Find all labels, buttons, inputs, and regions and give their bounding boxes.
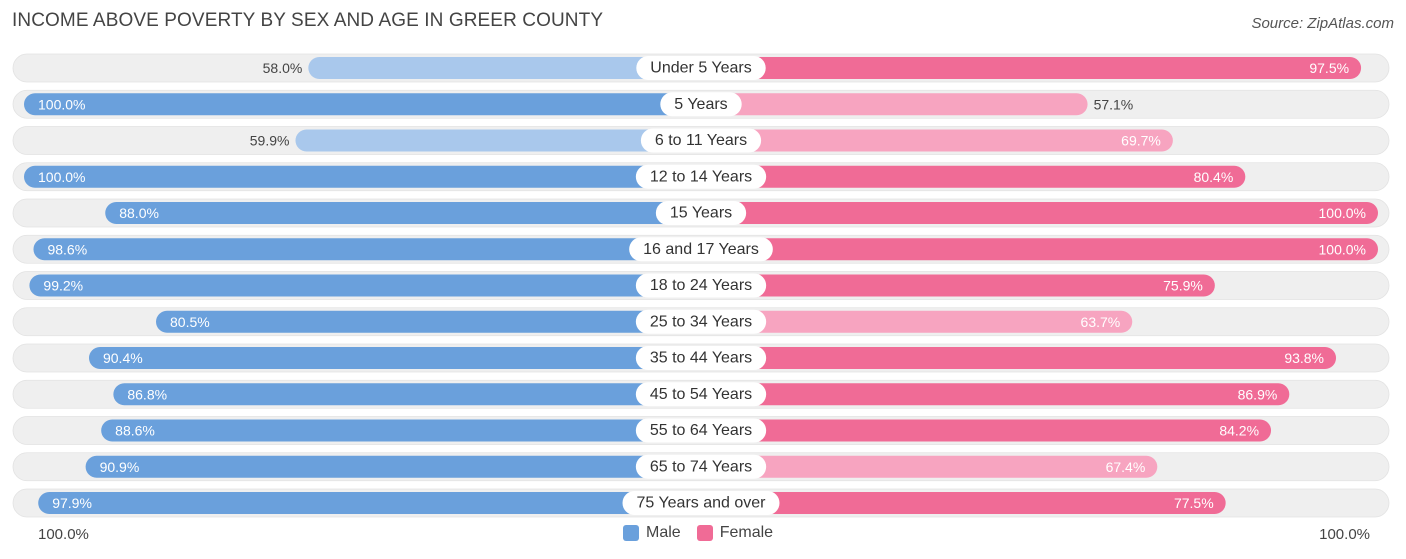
- female-value-label: 57.1%: [1094, 96, 1134, 112]
- legend-item-male[interactable]: Male: [623, 524, 681, 542]
- female-bar: [701, 202, 1378, 224]
- source-note: Source: ZipAtlas.com: [1251, 15, 1394, 32]
- category-label: 25 to 34 Years: [650, 313, 752, 330]
- category-label: 45 to 54 Years: [650, 386, 752, 403]
- male-bar: [33, 238, 701, 261]
- category-label: 75 Years and over: [637, 495, 767, 512]
- female-bar: [701, 165, 1246, 188]
- female-value-label: 93.8%: [1284, 350, 1324, 366]
- male-value-label: 88.0%: [119, 205, 159, 221]
- female-value-label: 75.9%: [1163, 278, 1203, 294]
- female-bar: [701, 93, 1088, 116]
- male-value-label: 99.2%: [43, 278, 83, 294]
- female-value-label: 67.4%: [1106, 459, 1146, 475]
- category-label: 6 to 11 Years: [655, 132, 747, 149]
- category-label: 65 to 74 Years: [650, 458, 752, 475]
- female-value-label: 100.0%: [1319, 205, 1366, 221]
- category-pill: [655, 201, 747, 225]
- male-bar: [105, 202, 702, 224]
- female-bar: [701, 492, 1226, 514]
- female-value-label: 97.5%: [1309, 60, 1349, 76]
- female-bar: [701, 455, 1158, 478]
- male-bar: [85, 455, 702, 478]
- category-pill: [635, 164, 767, 189]
- axis-left-label: 100.0%: [38, 526, 89, 543]
- legend-swatch-male: [623, 525, 639, 541]
- category-pill: [622, 491, 780, 515]
- female-value-label: 84.2%: [1219, 423, 1259, 439]
- category-pill: [635, 382, 767, 407]
- category-label: 55 to 64 Years: [650, 422, 752, 439]
- male-bar: [88, 347, 701, 369]
- female-bar: [701, 274, 1215, 297]
- male-bar: [101, 419, 702, 442]
- female-value-label: 69.7%: [1121, 133, 1161, 149]
- female-bar: [701, 383, 1290, 406]
- male-bar: [113, 383, 701, 406]
- male-bar: [295, 129, 701, 152]
- male-bar: [24, 93, 701, 116]
- legend-label-female: Female: [719, 524, 774, 541]
- female-bar: [701, 129, 1173, 152]
- female-value-label: 100.0%: [1319, 241, 1366, 257]
- male-bar: [38, 492, 702, 514]
- male-value-label: 59.9%: [250, 133, 290, 149]
- category-pill: [635, 273, 767, 298]
- female-value-label: 63.7%: [1081, 314, 1121, 330]
- male-value-label: 97.9%: [52, 495, 92, 511]
- female-value-label: 77.5%: [1174, 495, 1214, 511]
- female-value-label: 80.4%: [1194, 169, 1234, 185]
- category-pill: [660, 92, 742, 117]
- category-label: 16 and 17 Years: [643, 241, 759, 258]
- male-value-label: 58.0%: [263, 60, 303, 76]
- male-value-label: 90.4%: [103, 350, 143, 366]
- legend: Male Female: [623, 524, 789, 542]
- female-bar: [701, 347, 1337, 369]
- male-value-label: 100.0%: [38, 96, 85, 112]
- category-label: 5 Years: [674, 96, 727, 113]
- category-pill: [636, 56, 766, 80]
- male-bar: [308, 57, 701, 79]
- legend-swatch-female: [696, 525, 713, 541]
- female-bar: [701, 419, 1272, 442]
- chart-title: INCOME ABOVE POVERTY BY SEX AND AGE IN G…: [12, 10, 604, 31]
- female-bar: [701, 310, 1133, 333]
- legend-item-female[interactable]: Female: [696, 524, 774, 542]
- axis-right-label: 100.0%: [1319, 526, 1370, 543]
- male-bar: [29, 274, 701, 297]
- male-bar: [24, 165, 701, 188]
- category-label: 15 Years: [670, 205, 732, 222]
- male-value-label: 86.8%: [127, 386, 167, 402]
- category-label: 18 to 24 Years: [650, 277, 752, 294]
- category-label: Under 5 Years: [650, 60, 751, 77]
- male-value-label: 80.5%: [170, 314, 210, 330]
- female-bar: [701, 57, 1362, 79]
- category-pill: [635, 346, 767, 370]
- category-label: 35 to 44 Years: [650, 350, 752, 367]
- male-bar: [156, 310, 701, 333]
- category-pill: [640, 128, 762, 153]
- female-value-label: 86.9%: [1238, 386, 1278, 402]
- category-label: 12 to 14 Years: [650, 168, 752, 185]
- female-bar: [701, 238, 1378, 261]
- category-pill: [635, 418, 767, 443]
- legend-label-male: Male: [646, 524, 681, 541]
- male-value-label: 98.6%: [47, 241, 87, 257]
- male-value-label: 90.9%: [100, 459, 140, 475]
- male-value-label: 100.0%: [38, 169, 85, 185]
- category-pill: [635, 309, 767, 334]
- category-pill: [629, 237, 773, 262]
- male-value-label: 88.6%: [115, 423, 155, 439]
- category-pill: [635, 454, 767, 479]
